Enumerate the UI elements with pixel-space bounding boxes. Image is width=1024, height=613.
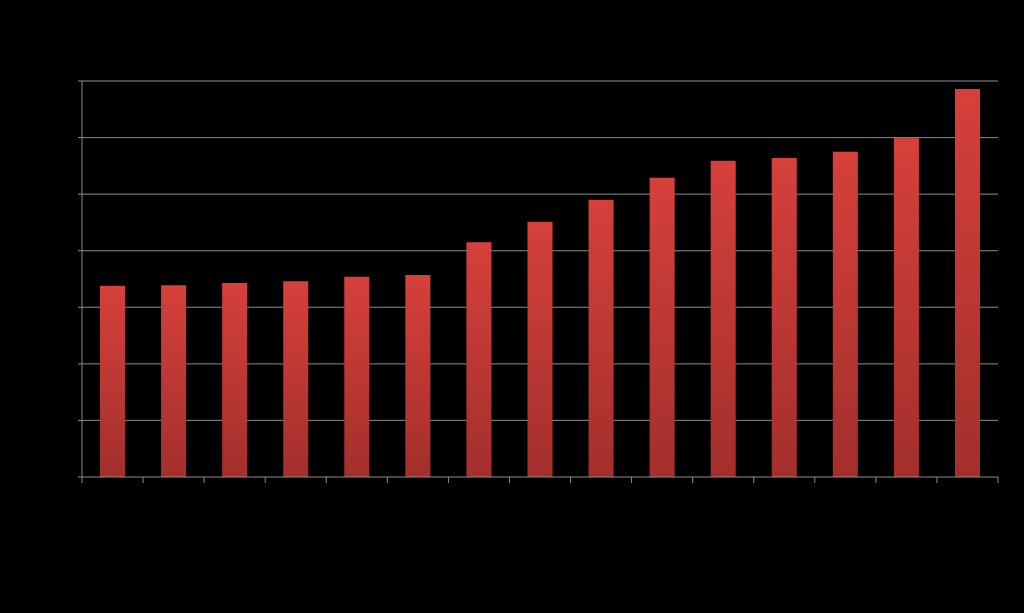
bar (161, 285, 187, 477)
bar (100, 285, 126, 477)
bar (649, 177, 675, 478)
bar (832, 151, 858, 477)
bar (588, 199, 614, 478)
bar (893, 138, 919, 477)
bar (771, 157, 797, 478)
bar (222, 282, 248, 477)
bar (466, 242, 492, 477)
bar (954, 88, 980, 478)
bar (344, 276, 370, 477)
bar (283, 281, 309, 477)
bar (710, 160, 736, 477)
bar (405, 275, 431, 477)
bar (527, 221, 553, 477)
